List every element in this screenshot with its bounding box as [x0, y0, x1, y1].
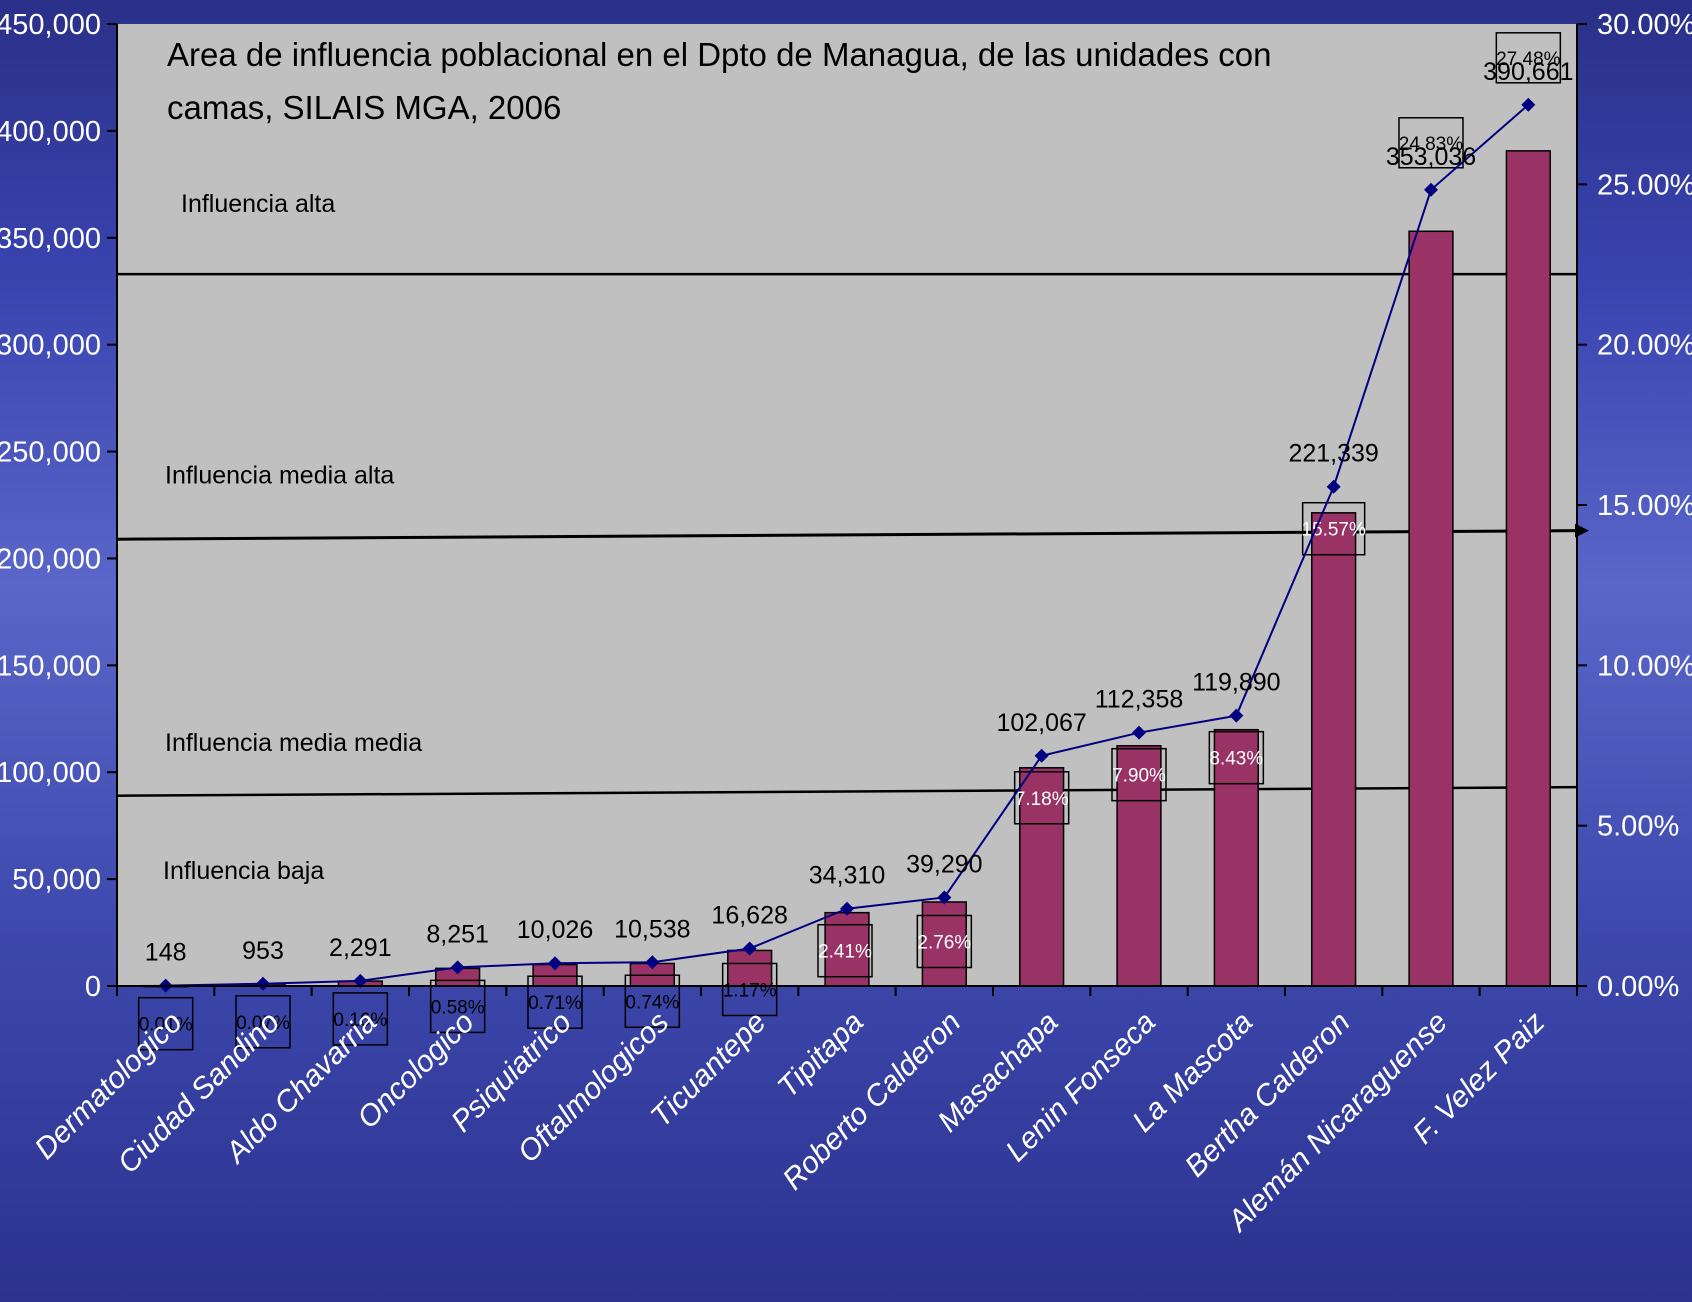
value-label-14: 390,661	[1483, 58, 1573, 86]
pct-label-box-4	[527, 975, 583, 1029]
y-tick-label-4: 200,000	[0, 543, 101, 575]
pct-label-7: 2.41%	[818, 942, 872, 963]
value-label-3: 8,251	[426, 920, 489, 948]
pct-label-box-5	[624, 974, 681, 1029]
y-tick-label-3: 150,000	[0, 650, 101, 682]
pct-label-box-6	[721, 962, 778, 1017]
zone-label-0: Influencia alta	[181, 190, 335, 218]
y-tick-label-8: 400,000	[0, 116, 101, 148]
bar-13	[1408, 230, 1454, 987]
pct-marker-3	[450, 960, 465, 975]
value-label-7: 34,310	[809, 862, 885, 890]
bar-14	[1505, 150, 1551, 987]
y2-tick-label-1: 5.00%	[1597, 811, 1679, 843]
pct-label-11: 8.43%	[1209, 749, 1263, 770]
pct-marker-10	[1132, 725, 1146, 740]
y-tick-label-9: 450,000	[0, 9, 101, 41]
pct-label-9: 7.18%	[1015, 789, 1069, 810]
pct-marker-7	[840, 901, 854, 916]
pct-label-0: 0.01%	[139, 1015, 193, 1036]
pct-label-box-1	[235, 995, 291, 1049]
value-label-9: 102,067	[996, 709, 1086, 737]
value-label-11: 119,890	[1192, 669, 1281, 697]
value-label-13: 353,036	[1386, 143, 1476, 171]
zone-label-3: Influencia baja	[163, 857, 324, 885]
y-tick-label-6: 300,000	[0, 330, 101, 362]
pct-marker-8	[937, 890, 952, 905]
zone-line-arrow-1	[1575, 523, 1589, 538]
pct-marker-2	[353, 973, 368, 988]
y-tick-label-1: 50,000	[12, 864, 101, 896]
pct-label-6: 1.17%	[723, 980, 777, 1001]
pct-label-5: 0.74%	[625, 992, 679, 1013]
pct-label-2: 0.16%	[333, 1010, 387, 1031]
pct-label-4: 0.71%	[528, 993, 582, 1014]
y2-tick-label-2: 10.00%	[1597, 650, 1692, 682]
y2-tick-label-5: 25.00%	[1597, 169, 1692, 201]
pct-marker-4	[548, 956, 562, 971]
pct-marker-14	[1521, 97, 1536, 112]
y-tick-label-5: 250,000	[0, 437, 101, 469]
pct-marker-5	[645, 955, 660, 970]
y-tick-label-7: 350,000	[0, 223, 101, 255]
pct-label-box-13	[1398, 117, 1464, 169]
category-label-7: Tipitapa	[771, 1006, 870, 1105]
pct-label-13: 24.83%	[1399, 134, 1464, 155]
value-label-5: 10,538	[614, 915, 690, 943]
pct-marker-12	[1326, 479, 1341, 494]
pct-marker-1	[256, 976, 270, 991]
value-label-6: 16,628	[711, 901, 787, 929]
pct-marker-13	[1424, 182, 1438, 197]
plot-area	[117, 24, 1577, 986]
pct-marker-6	[742, 941, 757, 956]
pct-label-box-7	[817, 923, 873, 978]
bar-9	[1019, 767, 1065, 987]
y2-tick-label-4: 20.00%	[1597, 330, 1692, 362]
y2-tick-label-6: 30.00%	[1597, 9, 1692, 41]
chart-title-line-1: Area de influencia poblacional en el Dpt…	[167, 36, 1271, 73]
bar-10	[1116, 745, 1162, 987]
pct-label-box-0	[137, 996, 194, 1051]
pct-label-box-3	[429, 979, 486, 1034]
y-tick-label-0: 0	[85, 971, 101, 1003]
pct-marker-11	[1229, 708, 1244, 723]
pct-label-box-8	[916, 914, 973, 969]
pct-label-box-11	[1208, 730, 1265, 785]
category-label-12: Bertha Calderon	[1179, 1006, 1357, 1184]
pct-label-box-10	[1111, 747, 1167, 802]
pct-label-3: 0.58%	[431, 997, 485, 1018]
pct-label-box-12	[1301, 501, 1366, 556]
bar-11	[1213, 728, 1259, 987]
category-label-8: Roberto Calderon	[776, 1006, 967, 1197]
pct-label-box-2	[332, 992, 389, 1046]
value-label-4: 10,026	[517, 916, 593, 944]
y2-tick-label-3: 15.00%	[1597, 490, 1692, 522]
pct-label-1: 0.07%	[236, 1013, 290, 1034]
value-label-8: 39,290	[906, 850, 982, 878]
chart-title-line-2: camas, SILAIS MGA, 2006	[167, 89, 561, 126]
pct-marker-9	[1034, 748, 1049, 763]
pct-label-14: 27.48%	[1496, 49, 1561, 70]
value-label-2: 2,291	[329, 934, 392, 962]
zone-label-2: Influencia media media	[165, 729, 422, 757]
y-tick-label-2: 100,000	[0, 757, 101, 789]
pct-label-8: 2.76%	[917, 932, 971, 953]
value-label-0: 148	[145, 939, 187, 967]
zone-label-1: Influencia media alta	[165, 462, 394, 490]
value-label-10: 112,358	[1095, 686, 1184, 714]
bar-12	[1311, 512, 1357, 987]
pct-label-10: 7.90%	[1112, 766, 1166, 787]
pct-label-box-9	[1013, 771, 1070, 825]
value-label-1: 953	[242, 937, 284, 965]
value-label-12: 221,339	[1288, 440, 1378, 468]
y2-tick-label-0: 0.00%	[1597, 971, 1679, 1003]
pct-label-box-14	[1495, 32, 1562, 84]
